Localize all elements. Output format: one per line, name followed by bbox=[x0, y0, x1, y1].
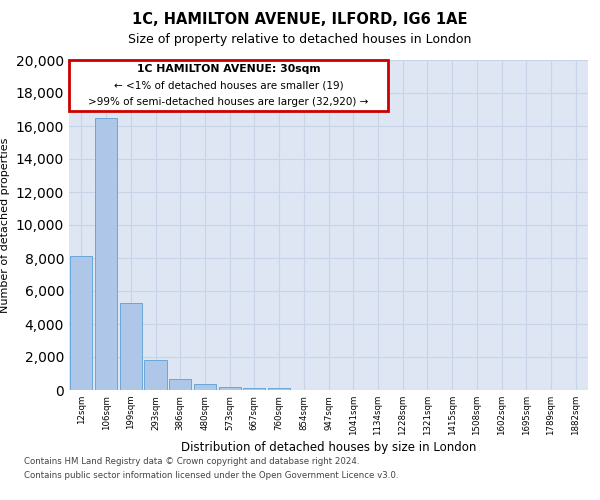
Text: Size of property relative to detached houses in London: Size of property relative to detached ho… bbox=[128, 32, 472, 46]
Text: 1C, HAMILTON AVENUE, ILFORD, IG6 1AE: 1C, HAMILTON AVENUE, ILFORD, IG6 1AE bbox=[132, 12, 468, 28]
Bar bbox=[194, 384, 216, 390]
Bar bbox=[95, 118, 117, 390]
Bar bbox=[218, 386, 241, 390]
Bar bbox=[268, 388, 290, 390]
Y-axis label: Number of detached properties: Number of detached properties bbox=[0, 138, 10, 312]
Bar bbox=[70, 256, 92, 390]
Text: 1C HAMILTON AVENUE: 30sqm: 1C HAMILTON AVENUE: 30sqm bbox=[137, 64, 320, 74]
Text: Contains HM Land Registry data © Crown copyright and database right 2024.: Contains HM Land Registry data © Crown c… bbox=[24, 458, 359, 466]
FancyBboxPatch shape bbox=[69, 60, 388, 111]
Text: >99% of semi-detached houses are larger (32,920) →: >99% of semi-detached houses are larger … bbox=[88, 97, 369, 107]
Bar bbox=[243, 388, 265, 390]
Text: Contains public sector information licensed under the Open Government Licence v3: Contains public sector information licen… bbox=[24, 472, 398, 480]
X-axis label: Distribution of detached houses by size in London: Distribution of detached houses by size … bbox=[181, 441, 476, 454]
Bar bbox=[145, 360, 167, 390]
Bar bbox=[169, 380, 191, 390]
Bar bbox=[119, 302, 142, 390]
Text: ← <1% of detached houses are smaller (19): ← <1% of detached houses are smaller (19… bbox=[114, 80, 343, 90]
